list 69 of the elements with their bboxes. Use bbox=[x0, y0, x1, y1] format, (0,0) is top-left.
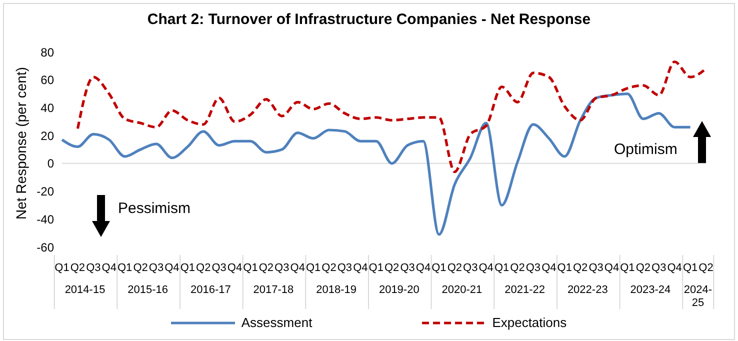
x-tick-label: Q2 bbox=[384, 262, 400, 274]
y-tick-label: -20 bbox=[36, 184, 54, 199]
text: 2018-19 bbox=[316, 284, 357, 296]
x-tick-label: Q2 bbox=[322, 262, 336, 274]
text: 2016-17 bbox=[190, 284, 231, 296]
x-tick-label: Q2 bbox=[698, 262, 714, 274]
x-tick-label: Q1 bbox=[117, 262, 132, 274]
x-tick-label: Q1 bbox=[682, 262, 698, 274]
x-tick-label: Q3 bbox=[148, 262, 164, 274]
x-tick-label: Q2 bbox=[510, 262, 525, 274]
legend-label: Assessment bbox=[241, 315, 312, 330]
x-tick-label: Q4 bbox=[164, 262, 180, 274]
y-tick-label: 0 bbox=[47, 156, 54, 171]
x-tick-label: Q1 bbox=[368, 262, 384, 274]
x-tick-label: Q4 bbox=[478, 262, 494, 274]
y-tick-label: 40 bbox=[40, 100, 54, 115]
text: 2019-20 bbox=[378, 284, 420, 296]
y-tick-label: 80 bbox=[40, 45, 54, 60]
x-tick-label: Q2 bbox=[573, 262, 588, 274]
y-tick-label: -40 bbox=[36, 212, 54, 226]
x-tick-label: Q1 bbox=[432, 262, 446, 274]
legend-label: Expectations bbox=[492, 315, 567, 330]
text: 2017-18 bbox=[253, 284, 294, 296]
x-tick-label: Q3 bbox=[526, 262, 541, 274]
x-tick-label: Q4 bbox=[227, 262, 242, 274]
x-tick-label: Q3 bbox=[588, 262, 604, 274]
text: 2022-23 bbox=[567, 284, 608, 296]
y-tick-label: 20 bbox=[40, 128, 54, 143]
x-tick-label: Q3 bbox=[86, 262, 101, 274]
x-tick-label: Q3 bbox=[274, 262, 290, 274]
x-tick-label: Q1 bbox=[54, 262, 70, 274]
chart-title: Chart 2: Turnover of Infrastructure Companies - Net Response bbox=[146, 11, 592, 28]
text: 2014-15 bbox=[64, 284, 106, 296]
line-series bbox=[60, 92, 692, 236]
y-axis-title: Net Response (per cent) bbox=[12, 66, 29, 220]
x-tick-label: Q3 bbox=[652, 262, 666, 274]
text: 2015-16 bbox=[128, 284, 168, 296]
x-tick-label: Q3 bbox=[400, 262, 415, 274]
x-tick-label: Q4 bbox=[290, 262, 305, 274]
x-tick-label: Q1 bbox=[180, 262, 195, 274]
x-tick-label: Q1 bbox=[557, 262, 572, 274]
x-tick-label: Q1 bbox=[620, 262, 635, 274]
annotation: Pessimism bbox=[118, 200, 191, 217]
x-tick-label: Q1 bbox=[306, 262, 321, 274]
x-tick-label: Q2 bbox=[196, 262, 211, 274]
text: 2021-22 bbox=[504, 284, 545, 296]
x-tick-label: Q4 bbox=[604, 262, 620, 274]
x-tick-label: Q2 bbox=[447, 262, 462, 274]
x-tick-label: Q2 bbox=[70, 262, 86, 274]
x-tick-label: Q4 bbox=[542, 262, 556, 274]
x-tick-label: Q2 bbox=[133, 262, 148, 274]
x-tick-label: Q4 bbox=[416, 262, 431, 274]
y-tick-label: 60 bbox=[40, 73, 54, 88]
x-tick-label: Q1 bbox=[494, 262, 510, 274]
y-tick-label: -60 bbox=[36, 240, 54, 254]
x-tick-label: Q4 bbox=[667, 262, 682, 274]
text: 2020-21 bbox=[442, 284, 482, 296]
x-tick-label: Q1 bbox=[243, 262, 258, 274]
x-tick-label: Q3 bbox=[337, 262, 352, 274]
x-tick-label: Q3 bbox=[463, 262, 478, 274]
annotation: Optimism bbox=[614, 141, 678, 158]
x-tick-label: Q3 bbox=[212, 262, 226, 274]
text: 2023-24 bbox=[630, 284, 671, 296]
text: 2024-25 bbox=[684, 284, 712, 309]
x-tick-label: Q4 bbox=[353, 262, 368, 274]
x-tick-label: Q2 bbox=[258, 262, 274, 274]
x-tick-label: Q4 bbox=[102, 262, 116, 274]
x-tick-label: Q2 bbox=[636, 262, 651, 274]
line-series bbox=[76, 60, 708, 174]
